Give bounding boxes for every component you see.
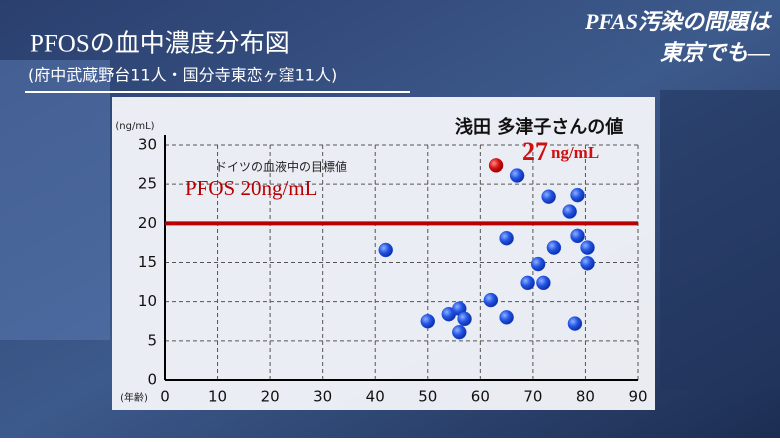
y-tick-label: 10: [138, 292, 157, 310]
subtitle: (府中武蔵野台11人・国分寺東恋ヶ窪11人): [28, 66, 337, 85]
background-shape: [0, 60, 110, 340]
data-point: [457, 311, 472, 327]
data-point: [520, 275, 535, 291]
value-label: 27 ng/mL: [522, 137, 599, 166]
value-label-unit: ng/mL: [551, 143, 599, 162]
data-point: [546, 240, 562, 255]
x-tick-label: 10: [208, 388, 227, 406]
data-point: [452, 324, 467, 340]
x-tick-label: 50: [418, 388, 437, 406]
annotation-name: 浅田 多津子さんの値: [455, 116, 623, 138]
y-tick-label: 25: [138, 175, 157, 193]
background-shape: [660, 90, 780, 390]
data-point: [567, 316, 583, 331]
x-tick-label: 30: [313, 388, 332, 406]
headline: PFAS汚染の問題は: [584, 9, 773, 34]
data-point: [536, 275, 551, 291]
y-tick-label: 20: [138, 214, 157, 232]
x-tick-label: 70: [523, 388, 542, 406]
x-tick-label: 40: [366, 388, 385, 406]
data-point: [488, 158, 504, 173]
data-point: [570, 228, 585, 244]
data-point: [580, 256, 595, 271]
data-point: [562, 204, 577, 219]
reference-label: PFOS 20ng/mL: [185, 176, 317, 200]
chart-title: PFOSの血中濃度分布図: [30, 30, 290, 58]
y-tick-label: 5: [147, 331, 157, 349]
x-tick-label: 80: [576, 388, 595, 406]
data-point: [580, 240, 595, 255]
data-point: [483, 292, 499, 308]
data-point: [420, 314, 436, 329]
y-tick-label: 30: [138, 136, 157, 154]
data-point: [509, 168, 525, 183]
x-tick-label: 60: [471, 388, 490, 406]
headline: 東京でも―: [660, 40, 770, 65]
data-point: [541, 189, 556, 204]
x-tick-label: 0: [160, 388, 170, 406]
x-tick-label: 20: [261, 388, 280, 406]
data-point: [570, 187, 585, 203]
x-tick-label: 90: [628, 388, 647, 406]
data-point: [530, 256, 546, 272]
value-label-number: 27: [522, 137, 548, 166]
x-axis-label: (年齢): [120, 391, 148, 404]
y-axis-label: (ng/mL): [115, 121, 154, 132]
data-point: [378, 242, 393, 258]
data-point: [499, 310, 514, 325]
y-tick-label: 0: [147, 371, 157, 389]
y-tick-label: 15: [138, 253, 157, 271]
data-point: [499, 230, 514, 246]
reference-note: ドイツの血液中の目標値: [215, 159, 347, 174]
